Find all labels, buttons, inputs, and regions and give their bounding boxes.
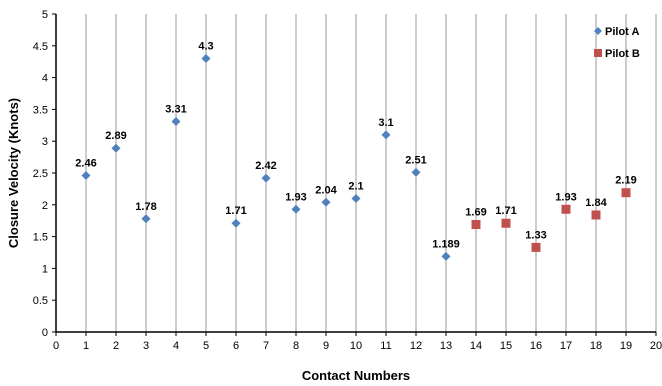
pilot-a-point	[201, 54, 211, 64]
x-tick-label: 20	[650, 340, 662, 352]
y-axis-title: Closure Velocity (Knots)	[6, 98, 21, 248]
y-tick-label: 4	[42, 73, 48, 85]
x-tick-label: 13	[440, 340, 452, 352]
data-label: 1.93	[285, 191, 306, 203]
tick-labels: 0 1 2 3 4 5 6 7 8 9 10 11 12 13 14 15 16 17 18 19 2000.511.5…	[33, 9, 662, 352]
data-label: 2.89	[105, 130, 126, 142]
x-tick-label: 12	[410, 340, 422, 352]
x-tick-label: 3	[143, 340, 149, 352]
data-label: 2.42	[255, 160, 276, 172]
pilot-b-point	[471, 220, 481, 230]
x-tick-label: 0	[53, 340, 59, 352]
pilot-a-point	[141, 214, 151, 224]
pilot-a-point	[111, 143, 121, 153]
pilot-b-point	[501, 218, 511, 228]
y-tick-label: 4.5	[33, 41, 48, 53]
data-label: 2.46	[75, 158, 96, 170]
legend-label: Pilot B	[605, 48, 640, 60]
x-tick-label: 10	[350, 340, 362, 352]
y-tick-label: 1	[42, 263, 48, 275]
y-tick-label: 3	[42, 136, 48, 148]
y-tick-label: 0	[42, 327, 48, 339]
x-tick-label: 19	[620, 340, 632, 352]
x-tick-label: 2	[113, 340, 119, 352]
data-label: 3.31	[165, 103, 186, 115]
pilot-a-point	[231, 218, 241, 228]
data-label: 1.189	[432, 238, 460, 250]
data-label: 1.69	[465, 207, 486, 219]
data-label: 1.71	[225, 205, 246, 217]
y-tick-label: 0.5	[33, 295, 48, 307]
pilot-a-point	[81, 171, 91, 181]
x-tick-label: 9	[323, 340, 329, 352]
x-tick-label: 1	[83, 340, 89, 352]
pilot-b-point	[531, 242, 541, 252]
data-label: 2.19	[615, 175, 636, 187]
axes	[52, 13, 657, 336]
x-tick-label: 6	[233, 340, 239, 352]
y-tick-label: 3.5	[33, 104, 48, 116]
x-tick-label: 7	[263, 340, 269, 352]
pilot-a-point	[351, 193, 361, 203]
pilot-a-point	[441, 251, 451, 261]
data-label: 1.93	[555, 191, 576, 203]
data-label: 2.51	[405, 154, 426, 166]
x-tick-label: 14	[470, 340, 482, 352]
data-label: 4.3	[198, 41, 213, 53]
x-tick-label: 18	[590, 340, 602, 352]
data-marks	[81, 54, 631, 261]
y-tick-label: 2.5	[33, 168, 48, 180]
pilot-a-point	[261, 173, 271, 183]
y-tick-label: 2	[42, 200, 48, 212]
x-tick-label: 17	[560, 340, 572, 352]
x-axis-title: Contact Numbers	[302, 368, 410, 383]
x-tick-label: 11	[380, 340, 391, 352]
pilot-b-point	[561, 204, 571, 214]
x-tick-label: 15	[500, 340, 512, 352]
x-tick-label: 5	[203, 340, 209, 352]
pilot-a-point	[291, 204, 301, 214]
y-tick-label: 1.5	[33, 232, 48, 244]
x-tick-label: 16	[530, 340, 542, 352]
legend-marker-pilot-a	[594, 27, 602, 35]
data-labels: 2.46 2.89 1.78 3.31 4.3 1.71 2.42 1.93 2.04 2.1 3.…	[75, 41, 636, 251]
legend: Pilot A Pilot B	[594, 26, 640, 60]
data-label: 1.78	[135, 201, 156, 213]
data-label: 2.1	[348, 180, 363, 192]
data-label: 1.33	[525, 229, 546, 241]
grid-lines	[85, 14, 657, 332]
legend-label: Pilot A	[605, 26, 639, 38]
pilot-a-point	[321, 197, 331, 207]
legend-marker-pilot-b	[594, 49, 602, 57]
pilot-b-point	[591, 210, 601, 220]
data-label: 2.04	[315, 184, 337, 196]
pilot-b-point	[621, 188, 631, 198]
x-tick-label: 8	[293, 340, 299, 352]
data-label: 1.84	[585, 197, 607, 209]
pilot-a-point	[411, 167, 421, 177]
pilot-a-point	[381, 130, 391, 140]
data-label: 3.1	[378, 117, 393, 129]
y-tick-label: 5	[42, 9, 48, 21]
pilot-a-point	[171, 116, 181, 126]
data-label: 1.71	[495, 205, 516, 217]
x-tick-label: 4	[173, 340, 179, 352]
